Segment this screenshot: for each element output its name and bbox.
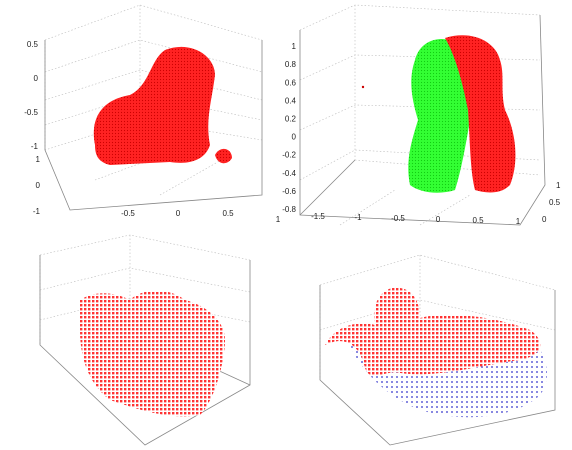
tick-label: -1 [354,213,362,222]
plot-2 [299,4,546,226]
tick-label: -0.5 [391,214,405,223]
tick-label: 0.4 [285,96,297,105]
tick-label: 1 [292,42,297,51]
tick-label: 0.8 [285,60,297,69]
tick-label: 0.5 [222,209,234,218]
tick-label: 0.5 [27,40,39,49]
point-cloud [215,148,232,164]
tick-label: 0.5 [549,198,561,207]
point-cloud [408,39,470,193]
outlier-point [361,85,365,89]
tick-label: 1 [36,155,41,164]
tick-label: 0.6 [285,78,297,87]
tick-label: -0.8 [282,205,296,214]
tick-label: 0 [36,181,41,190]
point-cloud [445,35,516,193]
tick-label: 0 [436,215,441,224]
tick-label: 0 [176,209,181,218]
plot-4 [319,254,556,446]
tick-label: -0.5 [121,209,135,218]
tick-label: 0 [542,215,547,224]
tick-label: 1 [516,217,521,226]
tick-label: -1 [31,142,39,151]
tick-label: -0.5 [24,108,38,117]
tick-label: -0.4 [282,169,296,178]
tick-label: 1 [276,215,281,224]
tick-label: -0.6 [282,187,296,196]
plot-1 [44,4,263,211]
tick-label: 0.2 [285,115,297,124]
tick-label: -0.2 [282,151,296,160]
point-cloud [93,46,215,165]
point-cloud [80,290,225,417]
tick-label: 1 [556,181,561,190]
tick-label: 0 [34,74,39,83]
point-cloud [325,287,541,376]
plot-3 [39,234,251,446]
tick-label: -1 [33,207,41,216]
tick-label: 0.5 [472,216,484,225]
tick-label: -1.5 [311,212,325,221]
tick-label: 0 [292,133,297,142]
